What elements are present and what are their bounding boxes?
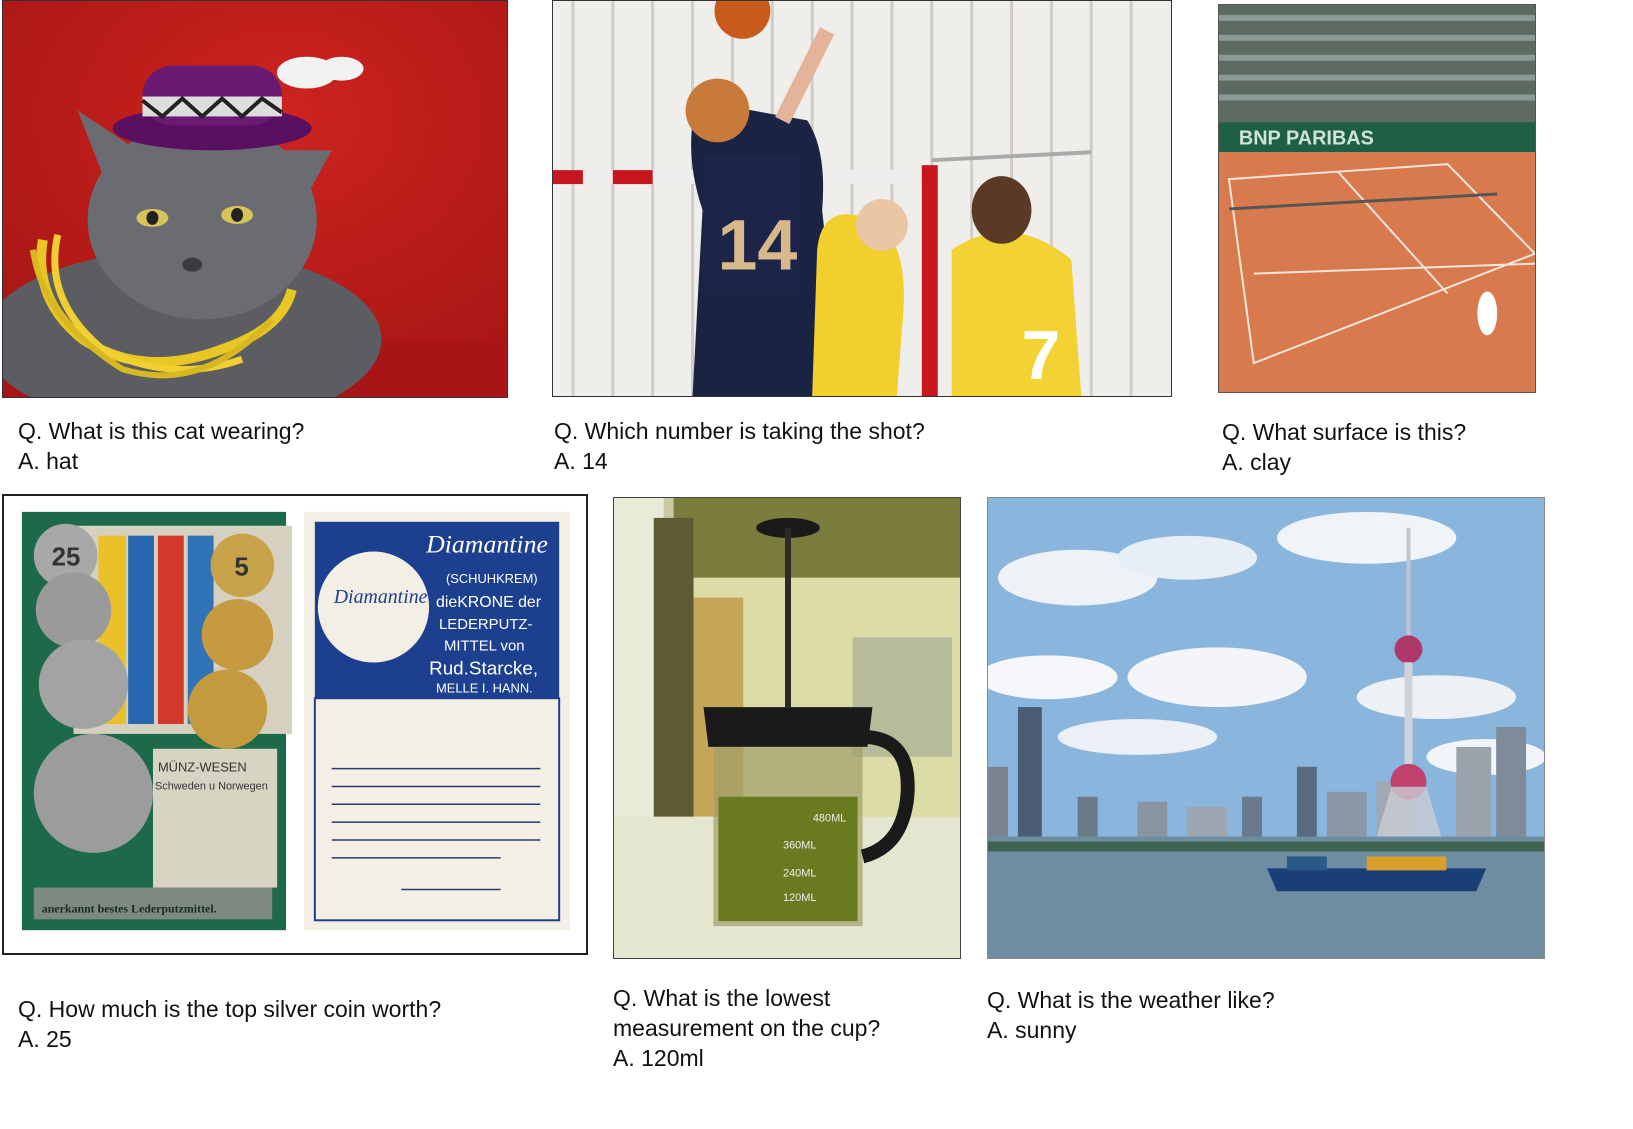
jersey-number-text: 14 bbox=[717, 206, 797, 286]
question-text: Q. Which number is taking the shot? bbox=[554, 418, 925, 444]
cup-120-text: 120ML bbox=[783, 892, 816, 904]
question-text: Q. What surface is this? bbox=[1222, 419, 1467, 445]
skyline-photo bbox=[987, 497, 1545, 959]
question-text: Q. How much is the top silver coin worth… bbox=[18, 996, 442, 1022]
caption-tea: Q. What is the lowest measurement on the… bbox=[613, 983, 880, 1073]
card-sub6-text: MELLE I. HANN. bbox=[436, 680, 533, 695]
answer-text: A. clay bbox=[1222, 449, 1292, 475]
card-sub5-text: Rud.Starcke, bbox=[429, 657, 538, 678]
cat-photo bbox=[2, 0, 508, 398]
caption-skyline: Q. What is the weather like? A. sunny bbox=[987, 985, 1275, 1045]
answer-text: A. sunny bbox=[987, 1017, 1077, 1043]
coin-card-photo: 25 5 MÜNZ-WESEN Schweden u Norwegen aner… bbox=[2, 494, 588, 955]
card-sub2-text: dieKRONE der bbox=[436, 594, 542, 611]
question-text-line2: measurement on the cup? bbox=[613, 1015, 881, 1041]
coin-25-text: 25 bbox=[52, 543, 81, 571]
caption-tennis: Q. What surface is this? A. clay bbox=[1222, 417, 1466, 477]
card-sub4-text: MITTEL von bbox=[444, 639, 525, 655]
answer-text: A. hat bbox=[18, 448, 79, 474]
banner-text: BNP PARIBAS bbox=[1239, 127, 1374, 149]
answer-text: A. 120ml bbox=[613, 1045, 704, 1071]
caption-coin: Q. How much is the top silver coin worth… bbox=[18, 994, 441, 1054]
tennis-photo: BNP PARIBAS bbox=[1218, 4, 1536, 393]
question-text: Q. What is this cat wearing? bbox=[18, 418, 305, 444]
coin-5-text: 5 bbox=[234, 553, 248, 581]
tea-press-photo: 480ML 360ML 240ML 120ML bbox=[613, 497, 961, 959]
card-brand-text: Diamantine bbox=[425, 530, 548, 559]
question-text-line1: Q. What is the lowest bbox=[613, 985, 831, 1011]
jersey-number-2-text: 7 bbox=[1021, 316, 1060, 394]
basketball-photo: 14 7 bbox=[552, 0, 1172, 397]
cup-480-text: 480ML bbox=[813, 813, 846, 825]
answer-text: A. 14 bbox=[554, 448, 608, 474]
card-left-title-text: MÜNZ-WESEN bbox=[158, 760, 247, 775]
cup-360-text: 360ML bbox=[783, 839, 816, 851]
cup-240-text: 240ML bbox=[783, 867, 816, 879]
card-sub1-text: (SCHUHKREM) bbox=[446, 571, 538, 586]
card-left-sub-text: Schweden u Norwegen bbox=[155, 780, 268, 792]
card-sub3-text: LEDERPUTZ- bbox=[439, 617, 533, 633]
card-logo-text: Diamantine bbox=[333, 586, 428, 608]
card-left-footer-text: anerkannt bestes Lederputzmittel. bbox=[42, 901, 217, 915]
answer-text: A. 25 bbox=[18, 1026, 72, 1052]
caption-cat: Q. What is this cat wearing? A. hat bbox=[18, 416, 304, 476]
caption-basketball: Q. Which number is taking the shot? A. 1… bbox=[554, 416, 925, 476]
question-text: Q. What is the weather like? bbox=[987, 987, 1275, 1013]
